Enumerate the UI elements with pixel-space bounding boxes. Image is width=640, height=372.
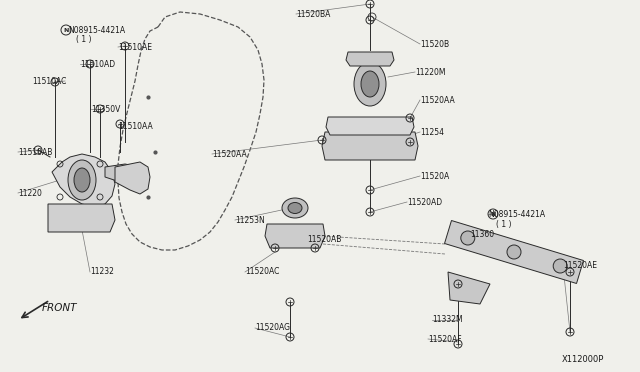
Polygon shape [326,117,414,135]
Text: 11350V: 11350V [91,105,120,113]
Polygon shape [448,272,490,304]
Text: 11520AA: 11520AA [420,96,455,105]
Polygon shape [265,224,325,248]
Ellipse shape [361,71,379,97]
Text: 11520BA: 11520BA [296,10,330,19]
Circle shape [461,231,475,245]
Circle shape [507,245,521,259]
Text: 11520AC: 11520AC [245,267,280,276]
Text: 11520AB: 11520AB [307,234,341,244]
Ellipse shape [354,62,386,106]
Text: ( 1 ): ( 1 ) [76,35,92,44]
Text: 11520B: 11520B [420,39,449,48]
Polygon shape [115,162,150,194]
Polygon shape [105,164,140,184]
Text: N: N [490,212,496,217]
Text: 11332M: 11332M [432,315,463,324]
Text: 11520AF: 11520AF [428,334,461,343]
Text: 11220M: 11220M [415,67,445,77]
Text: 11510AE: 11510AE [118,42,152,51]
Circle shape [553,259,567,273]
Text: 11520AD: 11520AD [407,198,442,206]
Text: 11510AD: 11510AD [80,60,115,68]
Polygon shape [48,204,115,232]
Polygon shape [445,221,584,283]
Text: 11510AC: 11510AC [32,77,67,86]
Text: X112000P: X112000P [562,356,604,365]
Ellipse shape [282,198,308,218]
Polygon shape [346,52,394,66]
Text: 11520AE: 11520AE [563,262,597,270]
Text: N: N [63,28,68,32]
Ellipse shape [68,160,96,200]
Polygon shape [322,132,418,160]
Text: 11520AA: 11520AA [212,150,247,158]
Text: 11232: 11232 [90,267,114,276]
Polygon shape [52,154,115,207]
Text: 11360: 11360 [470,230,494,238]
Text: N08915-4421A: N08915-4421A [68,26,125,35]
Text: ( 1 ): ( 1 ) [496,219,511,228]
Text: 11520AG: 11520AG [255,324,290,333]
Text: 11254: 11254 [420,128,444,137]
Text: 11510AA: 11510AA [118,122,153,131]
Text: 11253N: 11253N [235,215,265,224]
Text: 11510AB: 11510AB [18,148,52,157]
Ellipse shape [74,168,90,192]
Text: FRONT: FRONT [42,303,77,313]
Text: 11220: 11220 [18,189,42,198]
Ellipse shape [288,202,302,214]
Text: N08915-4421A: N08915-4421A [488,209,545,218]
Text: 11520A: 11520A [420,171,449,180]
